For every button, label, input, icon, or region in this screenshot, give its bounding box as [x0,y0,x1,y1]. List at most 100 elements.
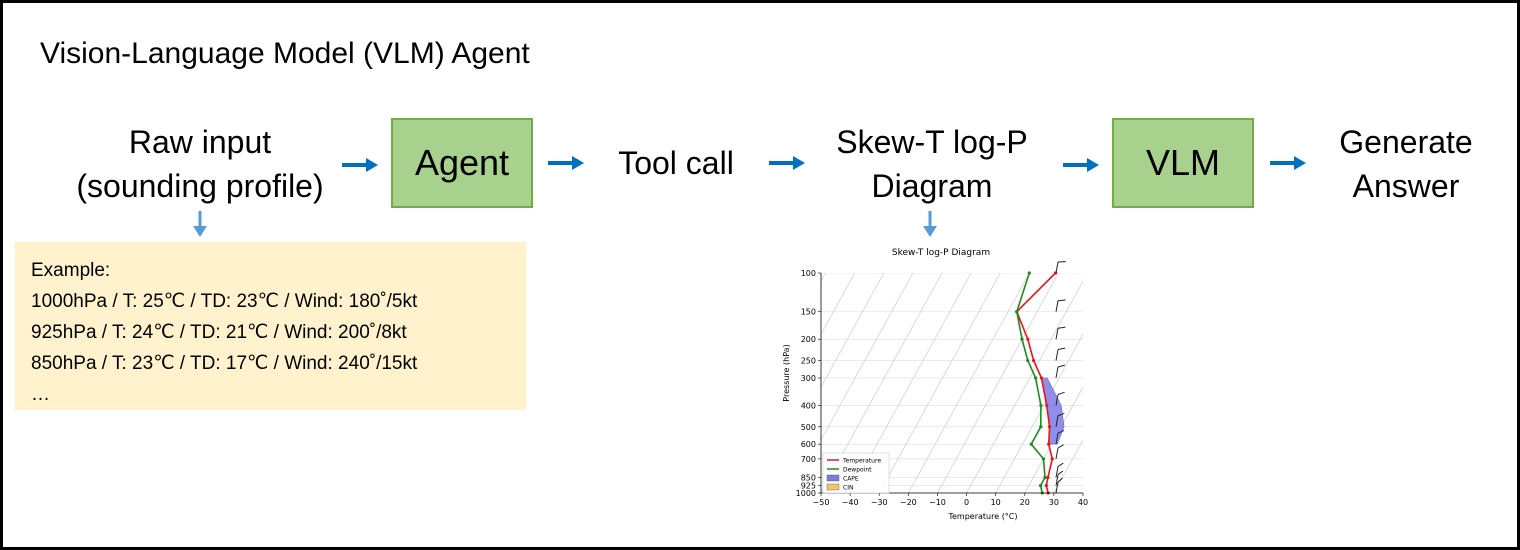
y-tick-label: 500 [801,423,816,432]
chart-lines [1015,271,1058,495]
chart-title: Skew-T log-P Diagram [892,248,990,258]
chart-grid [763,273,1083,493]
x-tick-label: 20 [1020,498,1030,507]
wind-barb-icon [1055,444,1064,460]
x-tick-label: 10 [991,498,1001,507]
isotherm-line [995,333,1083,493]
wind-barb-icon [1055,391,1065,406]
example-line: 850hPa / T: 23℃ / TD: 17℃ / Wind: 240˚/1… [31,353,418,374]
isotherm-line [821,273,826,283]
chart-legend: Temperature Dewpoint CAPE CIN [822,452,890,494]
y-tick-label: 100 [801,269,816,278]
isotherm-line [878,273,1001,493]
y-tick-label: 850 [801,473,816,482]
x-tick-label: −50 [813,498,830,507]
raw-input-line-2: (sounding profile) [76,168,324,204]
skew-t-chart: Skew-T log-P Diagram 1001502002503004005… [763,248,1088,521]
arrow-right-icon [1063,158,1099,172]
example-line: 1000hPa / T: 25℃ / TD: 23℃ / Wind: 180˚/… [31,291,418,312]
y-tick-label: 925 [801,482,816,491]
wind-barb-icon [1055,347,1066,361]
dewpoint-point [1038,483,1043,488]
dewpoint-point [1029,442,1033,446]
agent-box: Agent [391,118,533,208]
wind-barb-icon [1055,429,1065,445]
x-tick-label: −30 [871,498,888,507]
dewpoint-point [1041,457,1046,461]
skew-t-node: Skew-T log-P Diagram [823,120,1041,208]
dewpoint-point [1043,475,1047,480]
wind-barb-icon [1055,470,1064,486]
legend-swatch [826,474,840,482]
x-tick-label: −40 [842,498,859,507]
dewpoint-point [1034,376,1038,380]
isotherm-line [1053,439,1083,493]
isotherm-line [821,273,914,441]
isotherm-line [821,273,855,335]
isotherm-line [821,273,885,388]
vlm-box: VLM [1112,118,1254,208]
y-tick-label: 400 [801,401,816,410]
raw-input-node: Raw input (sounding profile) [41,120,359,208]
dewpoint-point [1020,337,1024,341]
temperature-point [1039,376,1044,380]
wind-barb-icon [1055,477,1063,494]
dewpoint-point [1039,425,1043,429]
isotherm-line [1082,492,1083,493]
arrow-right-icon [342,158,378,172]
temperature-point [1044,483,1048,488]
isotherm-line [908,273,1030,493]
isotherm-line [937,273,1059,493]
example-line: 925hPa / T: 24℃ / TD: 21℃ / Wind: 200˚/8… [31,322,407,343]
raw-input-line-1: Raw input [128,124,272,160]
wind-barb-icon [1055,364,1066,379]
y-tick-label: 150 [801,308,816,317]
isotherm-line [1024,386,1083,493]
example-box: Example: 1000hPa / T: 25℃ / TD: 23℃ / Wi… [15,242,526,410]
dewpoint-line [1015,272,1046,494]
skew-t-line-2: Diagram [871,168,993,204]
isotherm-line [966,280,1083,493]
legend-label: Dewpoint [843,467,872,474]
generate-answer-node: Generate Answer [1323,120,1489,208]
legend-label: Temperature [842,458,881,465]
x-axis-label: Temperature (°C) [947,512,1017,521]
arrow-down-icon [923,211,937,237]
isotherm-line [763,273,767,493]
legend-label: CAPE [843,476,859,483]
arrow-right-icon [769,156,805,170]
generate-answer-line-2: Answer [1352,168,1460,204]
y-axis-label: Pressure (hPa) [782,344,791,401]
x-tick-label: 30 [1049,498,1059,507]
y-tick-label: 250 [801,357,816,366]
y-tick-label: 200 [801,335,816,344]
page-title: Vision-Language Model (VLM) Agent [40,37,530,70]
example-line: … [31,384,50,405]
wind-barb-icon [1055,412,1065,427]
example-heading: Example: [31,260,111,281]
wind-barb-icon [1055,462,1064,478]
dewpoint-point [1015,310,1019,314]
tool-call-node: Tool call [618,145,734,181]
dewpoint-point [1039,403,1043,408]
y-tick-label: 600 [801,440,816,449]
x-tick-label: 0 [964,498,969,507]
wind-barb-icon [1055,261,1066,274]
y-tick-label: 700 [801,455,816,464]
arrow-right-icon [548,156,584,170]
temperature-point [1046,475,1050,480]
legend-swatch [826,483,840,491]
chart-fills [1041,377,1065,445]
wind-barbs [1055,261,1066,494]
x-tick-label: 40 [1078,498,1088,507]
x-tick-label: −10 [929,498,946,507]
dewpoint-point [1026,358,1030,363]
temperature-point [1047,425,1052,429]
arrow-right-icon [1270,156,1306,170]
skew-t-line-1: Skew-T log-P [836,124,1028,160]
y-tick-label: 1000 [796,489,816,498]
temperature-point [1047,442,1051,446]
cape-area [1041,377,1065,445]
y-tick-label: 300 [801,374,816,383]
